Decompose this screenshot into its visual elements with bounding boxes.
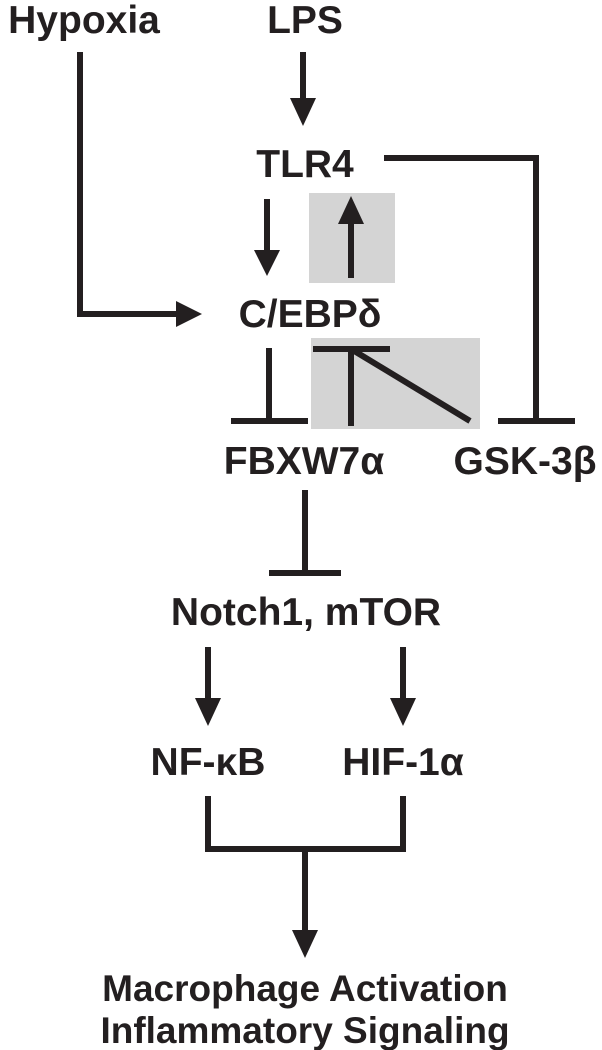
hypoxia-to-cebpd-arrowhead <box>176 301 202 327</box>
tlr4-to-cebpd-arrowhead <box>254 250 280 276</box>
outcome-line-2: Inflammatory Signaling <box>100 1010 509 1050</box>
cebpd-to-tlr4-arrowhead <box>338 196 364 224</box>
node-fbxw7a: FBXW7α <box>224 440 385 483</box>
node-gsk3b: GSK-3β <box>454 440 597 483</box>
node-cebpd: C/EBPδ <box>239 293 382 336</box>
hypoxia-to-cebpd-edge <box>77 52 180 317</box>
gsk3b-inhibits-cebpd-edge <box>349 346 472 424</box>
lps-to-tlr4-arrowhead <box>290 98 316 126</box>
node-lps: LPS <box>267 0 343 42</box>
notch-to-hif1a-arrowhead <box>390 698 416 726</box>
node-hypoxia: Hypoxia <box>8 0 160 42</box>
merge-to-outcome-arrowhead <box>292 930 318 958</box>
node-tlr4: TLR4 <box>256 143 354 186</box>
node-nfkb: NF-κB <box>151 741 266 784</box>
tlr4-inhibits-gsk3b-edge <box>384 155 539 421</box>
nfkb-hif1a-merge-edge <box>205 796 406 852</box>
fbxw7-feedback-highlight <box>311 338 480 429</box>
outcome-line-1: Macrophage Activation <box>102 968 508 1009</box>
notch-to-nfkb-arrowhead <box>195 698 221 726</box>
node-notch1-mtor: Notch1, mTOR <box>171 591 441 634</box>
node-hif1a: HIF-1α <box>342 741 464 784</box>
